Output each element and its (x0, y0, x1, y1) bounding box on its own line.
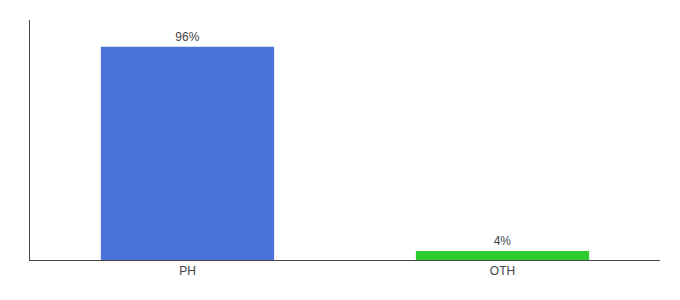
svg-text:4%: 4% (494, 234, 512, 248)
svg-text:96%: 96% (175, 30, 199, 44)
svg-text:OTH: OTH (490, 264, 515, 278)
svg-text:PH: PH (179, 264, 196, 278)
